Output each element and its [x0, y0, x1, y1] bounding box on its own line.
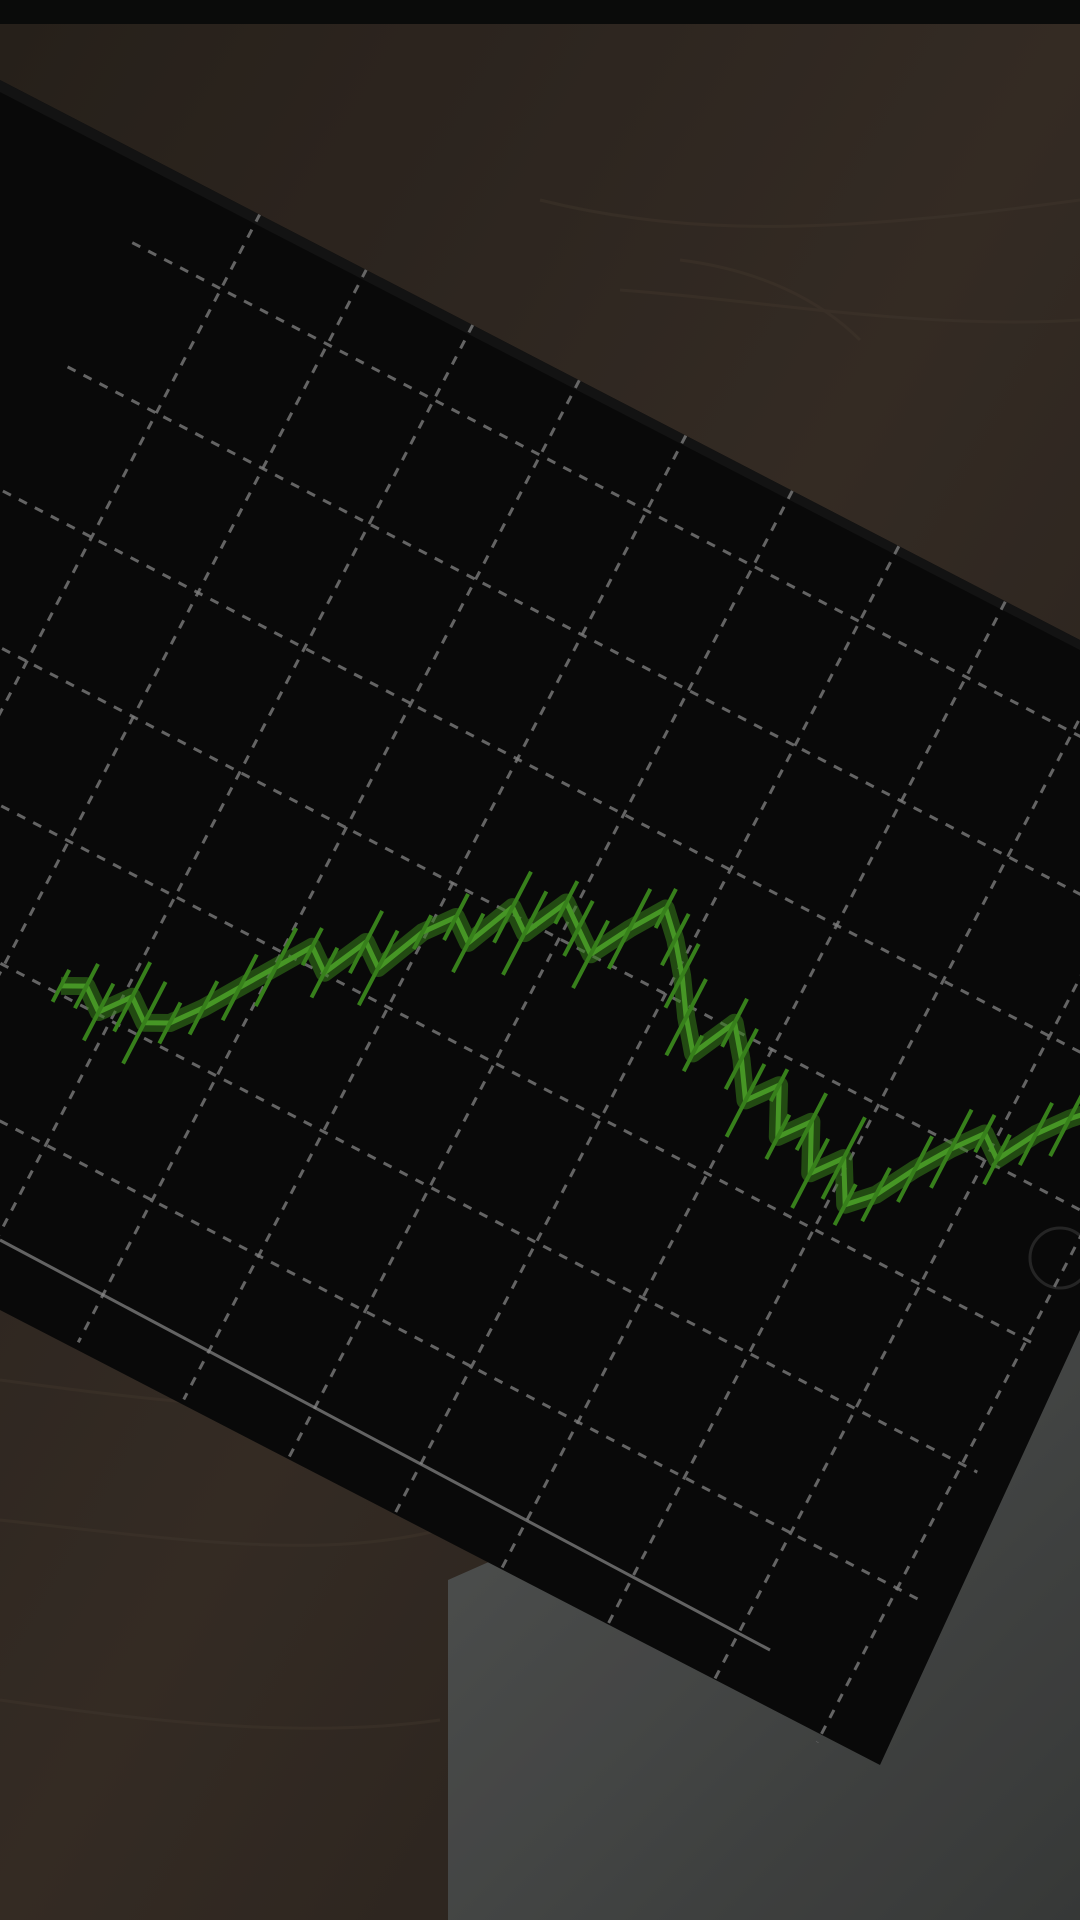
chart-point — [309, 946, 340, 999]
grid-line-horizontal — [2, 489, 1080, 1324]
chart-point — [663, 942, 701, 1009]
chart-point — [660, 912, 691, 967]
chart-point — [112, 961, 152, 1033]
chart-plot — [50, 870, 1080, 1306]
chart-point — [929, 1108, 974, 1189]
chart-point — [253, 927, 299, 1008]
chart-point — [982, 1133, 1012, 1186]
grid-line-vertical — [123, 80, 912, 1514]
grid-line-vertical — [655, 281, 1080, 1760]
chart-point — [357, 929, 400, 1007]
chart-point — [50, 968, 72, 1003]
grid-line-horizontal — [0, 738, 1080, 1573]
chart-point — [442, 892, 470, 941]
grid-line-vertical — [0, 80, 486, 1292]
chart-point — [451, 912, 486, 974]
grid-line-vertical — [336, 115, 1080, 1625]
chart-point — [562, 899, 595, 957]
chart-point — [820, 1116, 867, 1200]
chart-point — [553, 880, 580, 925]
grid-line-vertical — [0, 80, 593, 1348]
chart-point — [187, 980, 220, 1036]
chart-point — [501, 890, 549, 976]
grid-line-horizontal — [0, 862, 1080, 1697]
chart-point — [860, 1167, 892, 1223]
chart-point — [1048, 1080, 1080, 1157]
chart-point — [157, 1001, 183, 1045]
chart-point — [571, 919, 610, 989]
chart-point — [73, 962, 100, 1010]
chart-point — [300, 927, 324, 967]
chart-point — [1018, 1102, 1054, 1166]
grid-line-vertical — [229, 80, 1018, 1570]
chart-point — [794, 1092, 828, 1151]
chart-point — [121, 981, 168, 1065]
chart-x-axis — [0, 1238, 771, 1652]
grid-line-horizontal — [66, 365, 1080, 1200]
chart-point — [973, 1113, 997, 1154]
chart-point — [681, 1034, 704, 1073]
chart-point — [664, 978, 708, 1057]
chart-point — [492, 870, 533, 944]
grid-line-vertical — [549, 226, 1080, 1736]
chart-point — [896, 1135, 934, 1203]
grid-line-vertical — [442, 170, 1080, 1680]
chart-point — [220, 953, 259, 1022]
chart-point — [832, 1183, 858, 1226]
chart-point — [724, 1063, 767, 1138]
grid-line-vertical — [16, 80, 805, 1459]
chart-point — [768, 1068, 790, 1103]
chart-point — [764, 1113, 792, 1160]
chart-point — [720, 997, 749, 1048]
chart-point — [82, 982, 116, 1042]
chart-point — [348, 910, 384, 974]
chart-point — [653, 888, 678, 929]
home-button-icon — [1028, 1226, 1080, 1290]
grid-line-horizontal — [131, 241, 1080, 1076]
tablet-edge — [0, 80, 1080, 650]
grid-line-vertical — [0, 80, 699, 1403]
chart-point — [723, 1027, 759, 1091]
chart-point — [606, 888, 653, 970]
status-bar — [0, 0, 1080, 24]
chart-point — [411, 914, 434, 950]
chart-point — [790, 1137, 830, 1209]
